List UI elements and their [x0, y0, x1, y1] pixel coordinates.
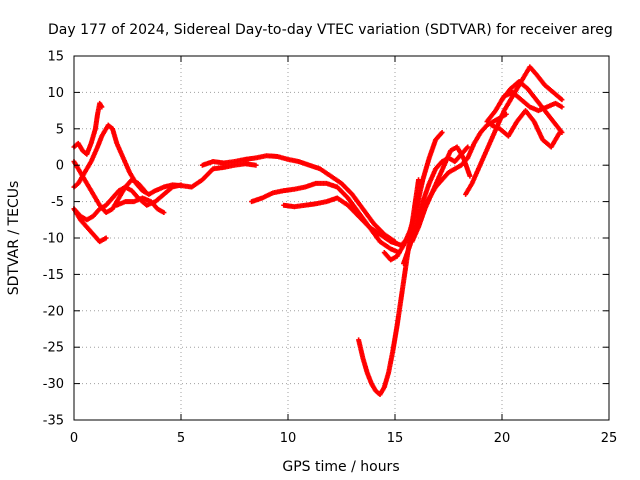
- x-tick-label: 20: [494, 431, 511, 446]
- y-tick-label: -20: [43, 304, 64, 319]
- series-9: [210, 161, 259, 172]
- series-20: [499, 78, 565, 135]
- series-16: [420, 111, 509, 212]
- y-tick-label: -10: [43, 232, 64, 247]
- x-tick-label: 0: [70, 431, 78, 446]
- x-axis-label: GPS time / hours: [282, 459, 399, 475]
- x-tick-label: 10: [280, 431, 297, 446]
- data-point: [416, 177, 422, 183]
- series-11: [281, 195, 411, 248]
- y-tick-label: -35: [43, 414, 64, 429]
- series-17: [463, 64, 565, 197]
- y-tick-label: 0: [56, 159, 64, 174]
- series-4: [71, 159, 148, 216]
- series-14: [401, 144, 471, 266]
- y-tick-label: 5: [56, 122, 64, 137]
- data-points: [71, 64, 565, 398]
- series-1: [71, 100, 105, 157]
- axes: 0 5 10 15 20 25 -35 -30 -25 -20 -15 -10 -5 0 5 10 15: [43, 50, 618, 447]
- data-point: [142, 188, 148, 194]
- data-point: [465, 144, 471, 150]
- y-tick-label: -30: [43, 377, 64, 392]
- data-point: [559, 97, 565, 103]
- grid: [74, 56, 609, 420]
- y-tick-label: -25: [43, 341, 64, 356]
- data-point: [161, 210, 167, 216]
- y-tick-label: -15: [43, 268, 64, 283]
- data-point: [253, 162, 259, 168]
- series-13: [381, 129, 445, 263]
- y-tick-label: 15: [47, 50, 64, 65]
- data-point: [178, 182, 184, 188]
- data-point: [439, 129, 445, 135]
- chart-title: Day 177 of 2024, Sidereal Day-to-day VTE…: [48, 22, 613, 38]
- data-point: [467, 173, 473, 179]
- data-point: [559, 129, 565, 135]
- y-tick-label: -5: [51, 195, 64, 210]
- series-2: [71, 122, 116, 190]
- series-19: [488, 108, 563, 150]
- data-point: [559, 104, 565, 110]
- y-tick-label: 10: [47, 86, 64, 101]
- data-point: [103, 235, 109, 241]
- x-tick-label: 25: [601, 431, 618, 446]
- y-axis-label: SDTVAR / TECUs: [6, 181, 22, 296]
- series-6: [71, 206, 109, 245]
- series-10: [249, 180, 402, 256]
- data-point: [99, 104, 105, 110]
- x-tick-label: 5: [177, 431, 185, 446]
- series-7: [114, 195, 167, 216]
- x-tick-label: 15: [387, 431, 404, 446]
